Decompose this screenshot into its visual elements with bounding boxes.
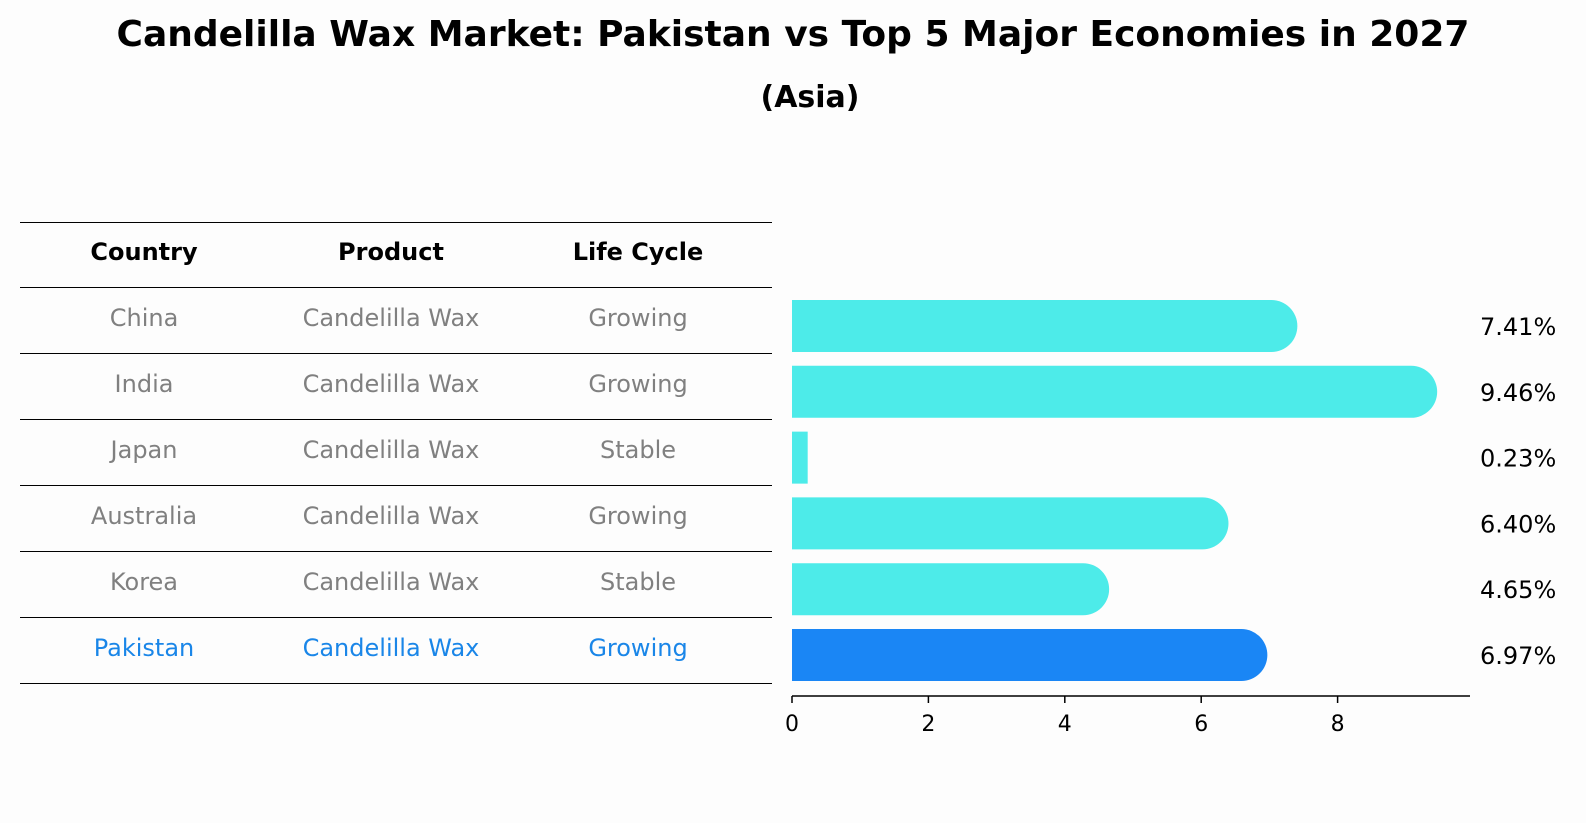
table-rule bbox=[20, 419, 772, 420]
cell-country: Korea bbox=[109, 568, 179, 596]
table-rule bbox=[20, 222, 772, 223]
cell-product: Candelilla Wax bbox=[302, 436, 480, 464]
value-label-china: 7.41% bbox=[1480, 313, 1556, 341]
cell-country: Pakistan bbox=[93, 634, 195, 662]
cell-product: Candelilla Wax bbox=[302, 304, 480, 332]
value-label-korea: 4.65% bbox=[1480, 576, 1556, 604]
cell-country: Japan bbox=[110, 436, 178, 464]
cell-life-cycle: Growing bbox=[588, 304, 688, 332]
table-rule bbox=[20, 617, 772, 618]
x-tick-label: 0 bbox=[785, 712, 799, 737]
chart-subtitle: (Asia) bbox=[760, 80, 860, 115]
bar-australia bbox=[792, 497, 1229, 550]
cell-life-cycle: Growing bbox=[588, 502, 688, 530]
x-tick-label: 8 bbox=[1331, 712, 1345, 737]
cell-country: India bbox=[114, 370, 174, 398]
bar-japan bbox=[792, 431, 808, 484]
cell-life-cycle: Stable bbox=[599, 568, 677, 596]
x-tick-label: 4 bbox=[1058, 712, 1072, 737]
table-rule bbox=[20, 683, 772, 684]
bar-pakistan bbox=[792, 629, 1268, 681]
table-rule bbox=[20, 551, 772, 552]
cell-life-cycle: Growing bbox=[588, 634, 688, 662]
cell-product: Candelilla Wax bbox=[302, 568, 480, 596]
bar-china bbox=[792, 300, 1298, 352]
value-label-japan: 0.23% bbox=[1480, 445, 1556, 473]
header-country: Country bbox=[90, 238, 198, 266]
value-label-australia: 6.40% bbox=[1480, 510, 1556, 538]
chart-title: Candelilla Wax Market: Pakistan vs Top 5… bbox=[116, 14, 1470, 55]
table-rule bbox=[20, 353, 772, 354]
bar-india bbox=[792, 365, 1438, 418]
cell-product: Candelilla Wax bbox=[302, 634, 480, 662]
header-product: Product bbox=[338, 238, 444, 266]
cell-product: Candelilla Wax bbox=[302, 502, 480, 530]
cell-country: Australia bbox=[90, 502, 198, 530]
table-rule bbox=[20, 287, 772, 288]
value-label-india: 9.46% bbox=[1480, 379, 1556, 407]
bar-korea bbox=[792, 563, 1110, 616]
x-tick-label: 6 bbox=[1194, 712, 1208, 737]
value-label-pakistan: 6.97% bbox=[1480, 642, 1556, 670]
cell-product: Candelilla Wax bbox=[302, 370, 480, 398]
x-tick-label: 2 bbox=[921, 712, 935, 737]
cell-life-cycle: Stable bbox=[599, 436, 677, 464]
table-rule bbox=[20, 485, 772, 486]
header-life-cycle: Life Cycle bbox=[572, 238, 704, 266]
cell-country: China bbox=[109, 304, 179, 332]
cell-life-cycle: Growing bbox=[588, 370, 688, 398]
